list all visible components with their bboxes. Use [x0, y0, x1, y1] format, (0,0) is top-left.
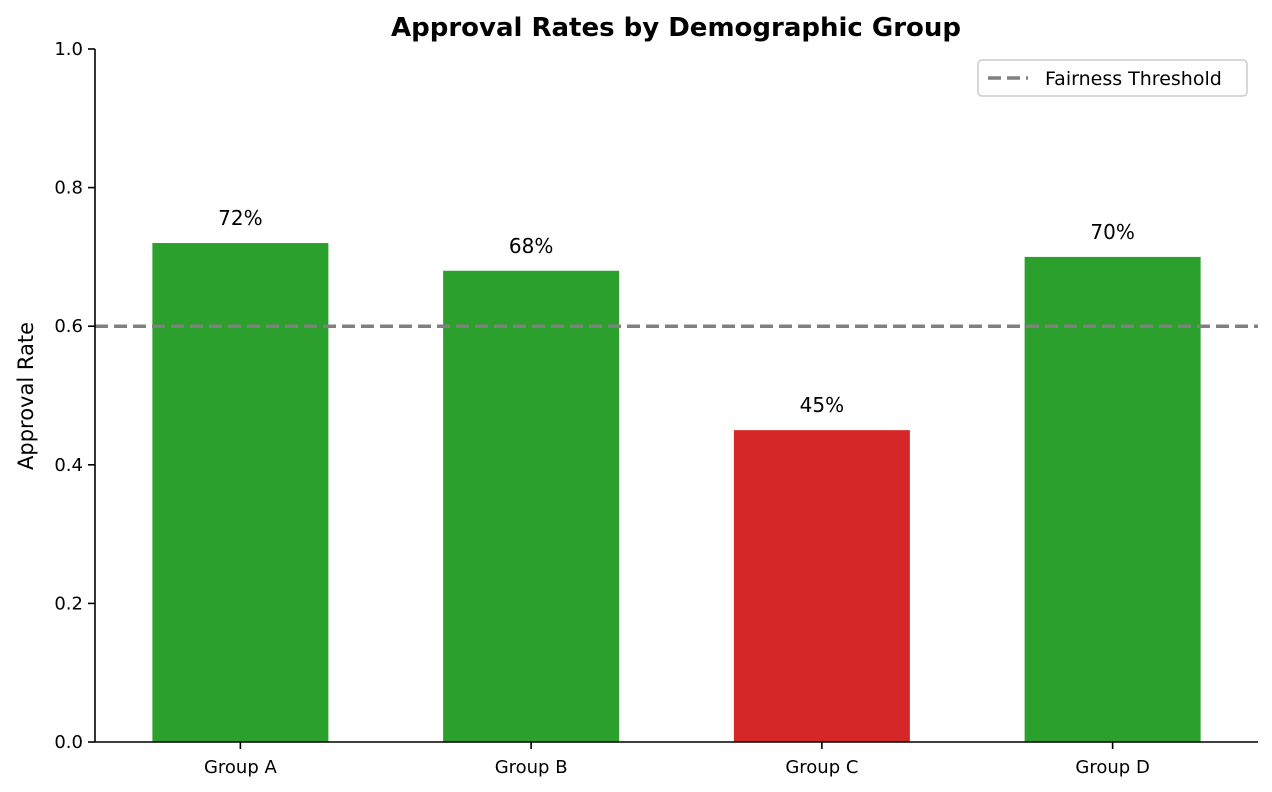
data-label: 68% [509, 234, 553, 258]
bar-group-d [1024, 256, 1201, 742]
y-tick-label: 0.2 [54, 593, 83, 614]
y-tick-label: 0.8 [54, 178, 83, 199]
x-tick-label: Group D [1075, 757, 1149, 778]
y-axis-label: Approval Rate [14, 322, 38, 470]
y-tick-label: 0.4 [54, 455, 83, 476]
y-tick-label: 0.6 [54, 316, 83, 337]
bar-group-b [443, 270, 620, 742]
y-tick-label: 1.0 [54, 39, 83, 60]
y-tick-label: 0.0 [54, 732, 83, 753]
data-label: 45% [800, 393, 844, 417]
legend: Fairness Threshold [977, 59, 1248, 97]
bars-layer: 72% 68% 45% 70% [152, 206, 1201, 743]
x-tick-label: Group B [495, 757, 568, 778]
data-label: 70% [1090, 220, 1134, 244]
data-label: 72% [218, 206, 262, 230]
legend-box [977, 59, 1248, 97]
axes-layer: 0.0 0.2 0.4 0.6 0.8 1.0 Group A Group B Group C G… [54, 39, 1258, 778]
bar-group-c [733, 430, 910, 742]
bar-group-a [152, 243, 329, 743]
chart-title: Approval Rates by Demographic Group [391, 13, 961, 43]
legend-label: Fairness Threshold [1045, 68, 1222, 90]
x-tick-label: Group A [204, 757, 278, 778]
x-tick-label: Group C [785, 757, 858, 778]
